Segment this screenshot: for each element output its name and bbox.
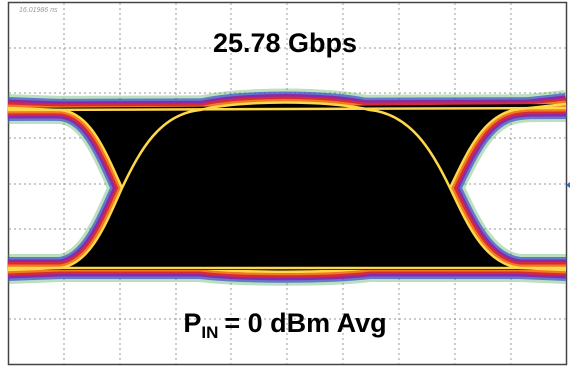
- timestamp: 16.01986 ns: [19, 7, 58, 14]
- power-rest: = 0 dBm Avg: [224, 308, 386, 338]
- power-subscript: IN: [201, 323, 218, 342]
- power-symbol: P: [183, 308, 201, 338]
- rate-label: 25.78 Gbps: [213, 28, 357, 58]
- scope-screen: 16.01986 ns 25.78 Gbps PIN = 0 dBm Avg: [0, 0, 570, 367]
- page: 16.01986 ns 25.78 Gbps PIN= 0 dBm Avg ((…: [0, 0, 570, 367]
